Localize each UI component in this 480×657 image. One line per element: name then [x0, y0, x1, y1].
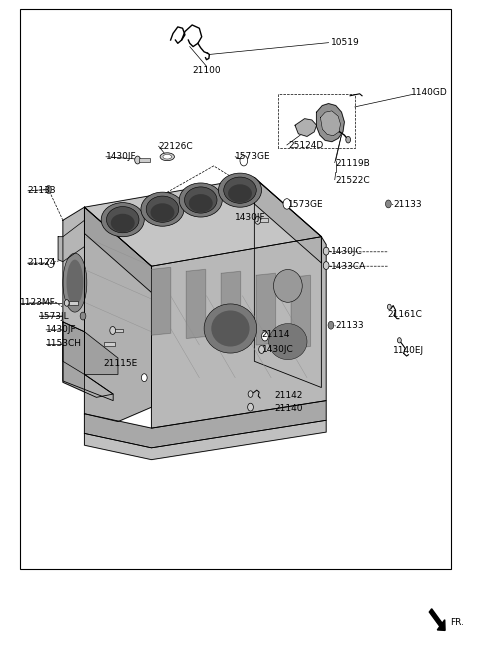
Bar: [140, 158, 150, 162]
Circle shape: [328, 321, 334, 329]
Text: 21133: 21133: [27, 187, 56, 195]
Polygon shape: [254, 177, 322, 388]
Ellipse shape: [228, 184, 252, 202]
Text: 1573GE: 1573GE: [288, 200, 324, 209]
Polygon shape: [152, 237, 326, 428]
Polygon shape: [321, 111, 340, 136]
Ellipse shape: [141, 192, 184, 226]
Text: 21142: 21142: [275, 391, 303, 400]
Circle shape: [80, 312, 86, 320]
Polygon shape: [84, 401, 326, 448]
Ellipse shape: [107, 206, 139, 233]
Circle shape: [142, 374, 147, 382]
Circle shape: [323, 261, 329, 269]
Text: 21119B: 21119B: [336, 159, 371, 168]
Circle shape: [240, 156, 248, 166]
Ellipse shape: [101, 202, 144, 237]
Polygon shape: [291, 275, 311, 348]
Polygon shape: [84, 207, 152, 292]
Text: 1153CH: 1153CH: [46, 339, 82, 348]
Polygon shape: [58, 220, 84, 261]
Polygon shape: [152, 267, 170, 335]
Bar: [260, 218, 268, 222]
Text: 21115E: 21115E: [104, 359, 138, 368]
Ellipse shape: [63, 253, 87, 312]
Ellipse shape: [211, 311, 250, 346]
Circle shape: [248, 403, 253, 411]
Text: 1140EJ: 1140EJ: [393, 346, 424, 355]
Circle shape: [255, 216, 261, 224]
Ellipse shape: [189, 194, 213, 212]
Text: 25124D: 25124D: [288, 141, 323, 150]
Text: 1430JF: 1430JF: [235, 214, 266, 222]
Text: 1430JF: 1430JF: [106, 152, 137, 161]
Text: 22126C: 22126C: [158, 142, 193, 150]
Text: 1140GD: 1140GD: [411, 88, 448, 97]
Bar: [69, 301, 78, 305]
Polygon shape: [295, 119, 317, 137]
Text: 21124: 21124: [27, 258, 56, 267]
Circle shape: [262, 332, 268, 341]
Circle shape: [387, 304, 391, 309]
Ellipse shape: [163, 154, 171, 159]
Ellipse shape: [146, 196, 179, 222]
Text: 1123MF: 1123MF: [20, 298, 56, 307]
Circle shape: [259, 346, 264, 353]
Polygon shape: [186, 269, 205, 338]
Text: 1430JC: 1430JC: [331, 247, 363, 256]
Bar: [20, 9, 451, 569]
Text: 1430JF: 1430JF: [46, 325, 77, 334]
Ellipse shape: [269, 324, 307, 359]
Text: 1430JC: 1430JC: [262, 345, 293, 354]
Circle shape: [283, 198, 291, 209]
Bar: [104, 342, 115, 346]
Polygon shape: [84, 233, 152, 332]
Circle shape: [64, 300, 69, 306]
Text: 10519: 10519: [331, 39, 360, 47]
Circle shape: [110, 327, 116, 334]
Text: 21522C: 21522C: [336, 176, 371, 185]
Circle shape: [397, 338, 401, 343]
FancyArrow shape: [429, 609, 445, 631]
Ellipse shape: [160, 153, 174, 161]
Circle shape: [48, 258, 54, 267]
Polygon shape: [63, 322, 118, 374]
Ellipse shape: [184, 187, 217, 213]
Text: 21161C: 21161C: [387, 309, 422, 319]
Polygon shape: [84, 177, 322, 266]
Ellipse shape: [151, 203, 174, 221]
Ellipse shape: [274, 269, 302, 302]
Polygon shape: [63, 207, 113, 401]
Circle shape: [323, 247, 329, 255]
Circle shape: [385, 200, 391, 208]
Text: 1433CA: 1433CA: [331, 261, 366, 271]
Ellipse shape: [224, 177, 256, 203]
Ellipse shape: [218, 173, 262, 207]
Ellipse shape: [204, 304, 257, 353]
Ellipse shape: [111, 214, 135, 232]
Polygon shape: [84, 420, 326, 460]
Polygon shape: [84, 207, 152, 422]
Bar: [115, 328, 123, 332]
Text: 21133: 21133: [336, 321, 364, 330]
Text: 1573JL: 1573JL: [39, 311, 70, 321]
Polygon shape: [63, 322, 113, 397]
Text: 21114: 21114: [262, 330, 290, 339]
Text: 21100: 21100: [192, 66, 221, 76]
Circle shape: [346, 137, 350, 143]
Text: 1573GE: 1573GE: [235, 152, 271, 161]
Text: 21140: 21140: [275, 404, 303, 413]
Circle shape: [135, 156, 141, 164]
Polygon shape: [221, 271, 240, 342]
Polygon shape: [256, 273, 276, 345]
Circle shape: [248, 391, 253, 397]
Polygon shape: [317, 104, 344, 142]
Polygon shape: [254, 177, 322, 263]
Text: FR.: FR.: [450, 618, 464, 627]
Circle shape: [46, 185, 51, 193]
Text: 21133: 21133: [393, 200, 422, 209]
Ellipse shape: [67, 260, 83, 306]
Ellipse shape: [179, 183, 222, 217]
